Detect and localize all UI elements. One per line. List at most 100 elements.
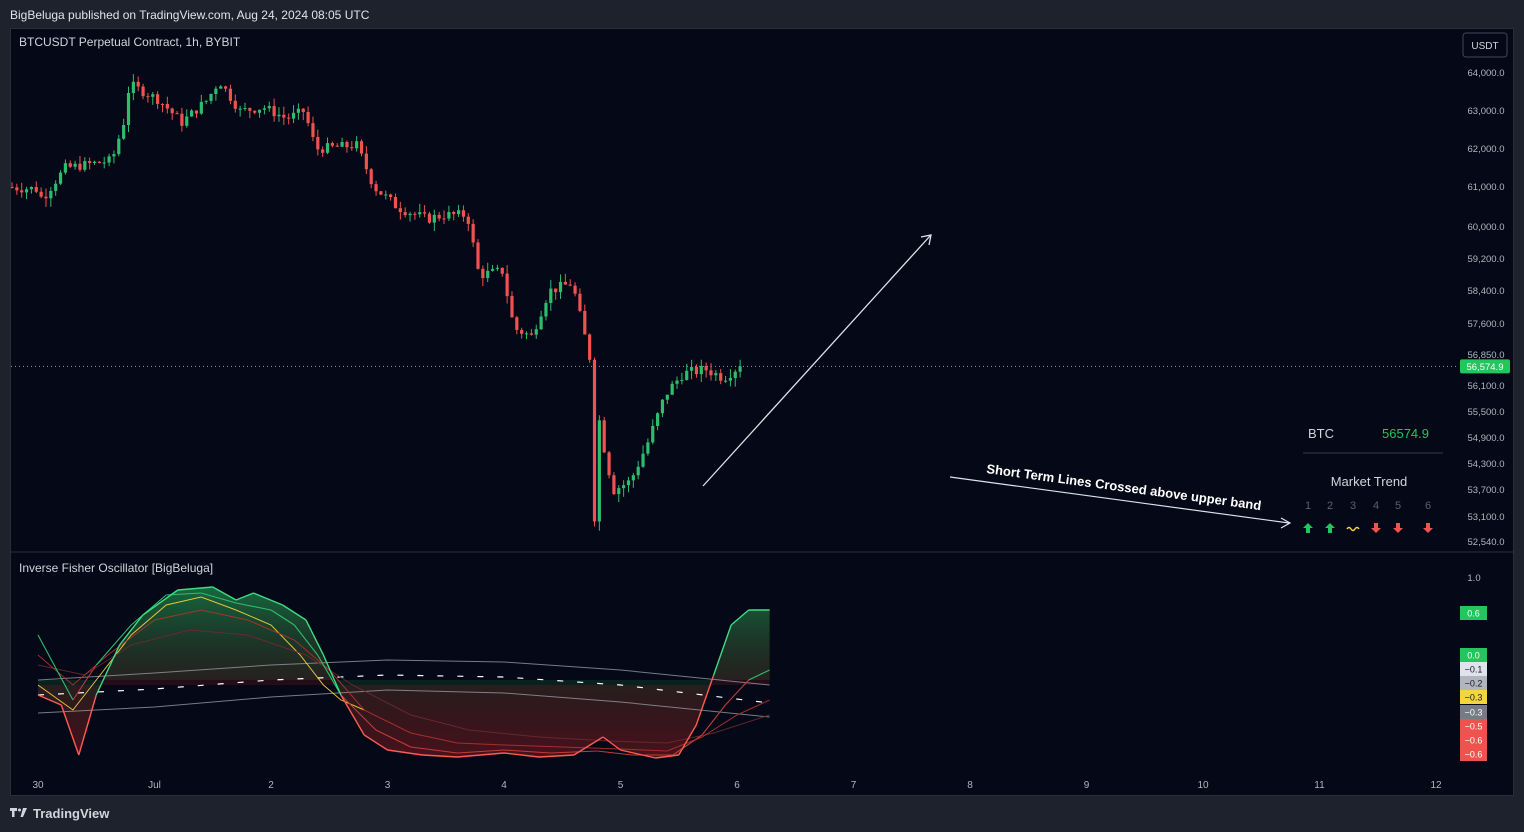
oscillator-line-segment (695, 674, 715, 726)
oscillator-value-badge: −0.1 (1460, 662, 1487, 676)
oscillator-line-segment (253, 592, 283, 606)
candle (199, 94, 203, 115)
candle (58, 170, 63, 186)
oscillator-value-badge: −0.2 (1460, 676, 1487, 690)
candle (112, 150, 116, 164)
currency-button[interactable]: USDT (1462, 32, 1508, 58)
candle (704, 362, 708, 378)
last-price-badge-text: 56,574.9 (1467, 362, 1504, 373)
tradingview-logo[interactable]: TradingView (10, 806, 109, 821)
candle (694, 364, 699, 378)
oscillator-line-segment (282, 604, 307, 621)
candle (233, 94, 237, 113)
candle (529, 328, 533, 336)
candle (306, 106, 310, 127)
time-axis: 30 Jul 2 3 4 5 6 7 8 9 10 11 12 (32, 780, 1442, 791)
oscillator-line-segment (672, 734, 703, 756)
price-tick-label: 59,200.0 (1468, 254, 1505, 265)
candle (437, 211, 441, 222)
oscillator-line-segment (538, 754, 574, 758)
candle (709, 363, 713, 381)
candle (185, 109, 189, 128)
price-tick-label: 63,000.0 (1468, 106, 1505, 117)
candle (689, 359, 694, 380)
time-tick-label: 9 (1084, 780, 1090, 791)
arrow-up-icon (1325, 523, 1335, 533)
trend-column-number: 4 (1373, 500, 1379, 512)
candle (321, 146, 325, 157)
candle (107, 153, 111, 167)
candle (355, 136, 359, 152)
oscillator-value-labels: 0.6 0.0 −0.1 −0.2 −0.3 −0.3 −0.5 −0.6 −0.6 (1460, 606, 1487, 761)
candle (602, 416, 606, 454)
candles-layer (10, 74, 742, 531)
candle (442, 210, 446, 224)
market-trend-title: Market Trend (1331, 474, 1408, 489)
price-tick-label: 54,300.0 (1468, 459, 1505, 470)
oscillator-line-segment (322, 654, 342, 696)
price-tick-label: 53,100.0 (1468, 512, 1505, 523)
oscillator-value-text: −0.6 (1465, 750, 1483, 760)
candle (481, 265, 485, 287)
oscillator-value-badge: −0.3 (1460, 705, 1487, 719)
candle (243, 102, 247, 111)
candle (20, 182, 24, 198)
candle (515, 315, 519, 335)
trend-arrow[interactable] (702, 234, 932, 487)
candle (291, 105, 296, 124)
time-tick-label: 11 (1314, 780, 1325, 791)
arrow-down-icon (1393, 523, 1403, 533)
oscillator-line-segment (37, 694, 62, 706)
time-tick-label: 8 (967, 780, 973, 791)
candle (427, 211, 432, 224)
candle (223, 85, 228, 93)
candle (510, 291, 514, 318)
price-tick-label: 53,700.0 (1468, 485, 1505, 496)
chart-canvas[interactable]: BTCUSDT Perpetual Contract, 1h, BYBIT US… (10, 29, 1513, 795)
price-tick-label: 61,000.0 (1468, 182, 1505, 193)
oscillator-line-segment (410, 746, 458, 754)
candle (733, 369, 737, 387)
oscillator-line-segment (270, 609, 295, 626)
published-by-text: BigBeluga published on TradingView.com, … (10, 8, 370, 22)
oscillator-pane-title: Inverse Fisher Oscillator [BigBeluga] (19, 561, 213, 575)
candle (282, 106, 286, 125)
oscillator-line-segment (317, 654, 342, 696)
currency-button-label: USDT (1471, 41, 1498, 52)
oscillator-value-badge: 0.0 (1460, 648, 1487, 662)
candle (612, 472, 616, 496)
candle (563, 273, 567, 285)
chart-frame[interactable]: BTCUSDT Perpetual Contract, 1h, BYBIT US… (10, 28, 1514, 796)
candle (665, 394, 669, 405)
candle (267, 101, 271, 112)
oscillator-line-segment (118, 614, 144, 646)
candle (413, 211, 417, 220)
trend-column: 5 (1393, 500, 1403, 533)
tradingview-logo-icon (10, 807, 27, 817)
trend-column-number: 5 (1395, 500, 1401, 512)
candle (257, 109, 262, 118)
annotation-arrow[interactable] (949, 476, 1292, 529)
trend-column: 1 (1303, 500, 1313, 533)
candle (102, 156, 106, 169)
candle (534, 324, 538, 339)
candle (262, 105, 267, 115)
candle (641, 445, 645, 468)
price-tick-label: 62,000.0 (1468, 144, 1505, 155)
candle (214, 86, 218, 101)
oscillator-line-segment (37, 634, 74, 701)
candle (190, 109, 194, 117)
oscillator-value-text: −0.1 (1465, 665, 1483, 675)
candle (379, 191, 383, 196)
oscillator-line-segment (748, 669, 770, 681)
oscillator-line-segment (597, 750, 633, 756)
oscillator-value-text: 0.6 (1467, 609, 1480, 619)
price-tick-label: 52,540.0 (1468, 537, 1505, 548)
candle (568, 279, 572, 287)
time-tick-label: 30 (32, 780, 44, 791)
tradingview-brand: TradingView (33, 806, 110, 821)
candle (141, 83, 145, 100)
time-tick-label: 6 (734, 780, 740, 791)
candle (34, 181, 38, 194)
candle (146, 92, 150, 103)
